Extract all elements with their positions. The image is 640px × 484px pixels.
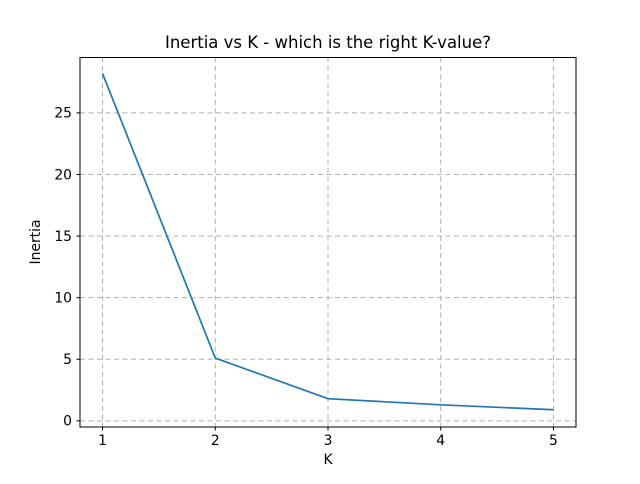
x-tick-label: 2 xyxy=(211,433,220,449)
x-tick-label: 1 xyxy=(98,433,107,449)
y-tick-label: 25 xyxy=(54,106,72,122)
y-tick-label: 0 xyxy=(63,414,72,430)
x-tick-label: 5 xyxy=(549,433,558,449)
axes xyxy=(76,57,577,431)
axes-frame xyxy=(79,57,577,428)
x-axis-label: K xyxy=(323,452,333,468)
grid-lines xyxy=(80,57,576,427)
y-tick-label: 15 xyxy=(54,229,72,245)
y-tick-label: 10 xyxy=(54,290,72,306)
x-tick-label: 4 xyxy=(436,433,445,449)
y-axis-label: Inertia xyxy=(28,220,44,265)
y-tick-label: 5 xyxy=(63,352,72,368)
data-series xyxy=(101,73,554,411)
tick-labels: 1 2 3 4 5 0 5 10 15 20 25 xyxy=(54,106,558,449)
y-tick-label: 20 xyxy=(54,167,72,183)
x-tick-label: 3 xyxy=(324,433,333,449)
chart-title: Inertia vs K - which is the right K-valu… xyxy=(165,33,491,52)
inertia-line xyxy=(101,73,554,411)
